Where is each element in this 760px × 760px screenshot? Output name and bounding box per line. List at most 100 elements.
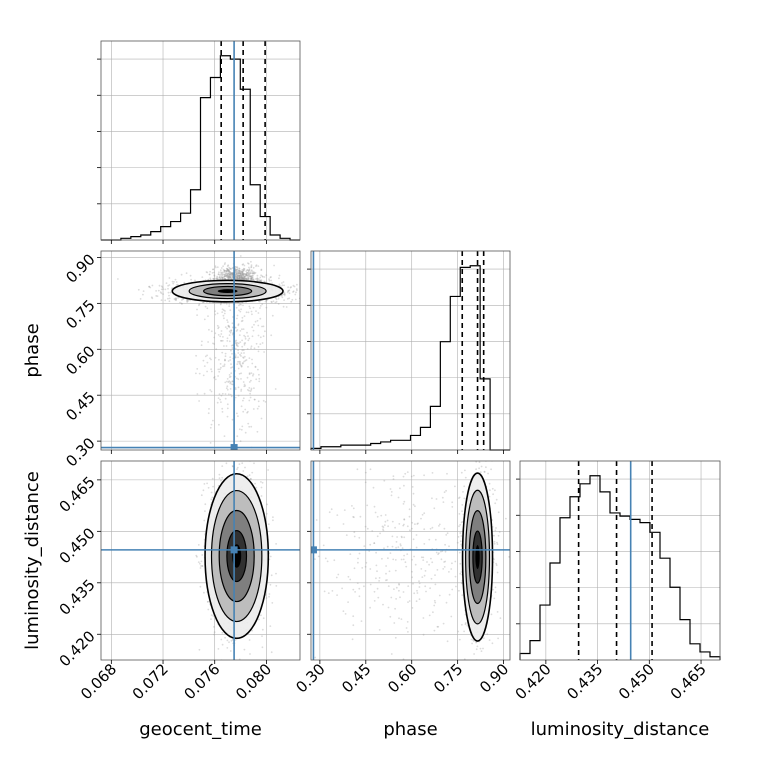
sample-point: [253, 387, 255, 389]
sample-point: [196, 393, 199, 395]
sample-point: [180, 302, 183, 305]
sample-point: [301, 291, 303, 293]
sample-point: [229, 359, 232, 361]
sample-point: [224, 636, 227, 639]
sample-point: [275, 298, 278, 301]
sample-point: [248, 272, 250, 275]
sample-point: [262, 617, 265, 620]
sample-point: [158, 284, 161, 287]
sample-point: [243, 268, 246, 270]
sample-point: [242, 274, 245, 276]
sample-point: [243, 277, 246, 280]
sample-point: [260, 268, 263, 271]
sample-point: [242, 470, 245, 472]
sample-point: [203, 365, 206, 367]
sample-point: [227, 674, 229, 676]
sample-point: [253, 347, 256, 350]
sample-point: [216, 278, 219, 281]
sample-point: [221, 392, 224, 395]
sample-point: [260, 614, 262, 617]
sample-point: [246, 269, 249, 271]
sample-point: [260, 279, 263, 281]
sample-point: [238, 277, 241, 280]
sample-point: [283, 294, 286, 297]
sample-point: [218, 276, 221, 279]
hist-step-luminosity_distance: [519, 475, 721, 660]
sample-point: [229, 274, 232, 277]
sample-point: [250, 275, 253, 278]
sample-point: [223, 270, 226, 272]
sample-point: [241, 269, 244, 271]
sample-point: [204, 305, 207, 308]
sample-point: [176, 283, 179, 286]
sample-point: [224, 397, 227, 400]
sample-point: [230, 274, 233, 277]
sample-point: [236, 314, 239, 317]
sample-point: [250, 347, 252, 350]
sample-point: [296, 289, 298, 292]
sample-point: [262, 335, 265, 338]
sample-point: [238, 270, 241, 272]
sample-point: [254, 366, 257, 368]
sample-point: [285, 306, 288, 308]
sample-point: [217, 397, 220, 399]
sample-point: [237, 324, 240, 327]
sample-point: [250, 260, 252, 263]
sample-point: [229, 267, 231, 270]
sample-point: [234, 271, 237, 273]
sample-point: [253, 462, 255, 465]
sample-point: [220, 271, 222, 273]
sample-point: [221, 274, 223, 276]
sample-point: [240, 276, 243, 278]
sample-point: [221, 339, 224, 342]
sample-point: [244, 342, 247, 344]
sample-point: [253, 398, 256, 401]
sample-point: [220, 333, 223, 335]
sample-point: [217, 648, 220, 650]
sample-point: [236, 343, 238, 346]
sample-point: [259, 336, 262, 339]
sample-point: [230, 639, 233, 642]
sample-point: [226, 380, 228, 383]
sample-point: [273, 264, 275, 267]
sample-point: [277, 303, 280, 305]
sample-point: [208, 328, 210, 331]
sample-point: [250, 345, 253, 348]
sample-point: [245, 274, 248, 277]
sample-point: [250, 425, 253, 428]
sample-point: [214, 313, 217, 316]
sample-point: [148, 285, 151, 288]
sample-point: [231, 272, 234, 274]
sample-point: [243, 278, 245, 281]
sample-point: [250, 264, 253, 267]
sample-point: [296, 283, 298, 286]
sample-point: [238, 272, 241, 275]
sample-point: [236, 317, 238, 320]
sample-point: [223, 365, 226, 367]
sample-point: [236, 278, 238, 281]
sample-point: [270, 276, 272, 278]
sample-point: [224, 326, 227, 328]
sample-point: [196, 368, 199, 370]
sample-point: [228, 330, 231, 333]
sample-point: [168, 300, 171, 303]
sample-point: [231, 465, 234, 468]
sample-point: [238, 277, 241, 279]
sample-point: [200, 344, 203, 347]
sample-point: [210, 423, 213, 426]
sample-point: [264, 330, 266, 333]
sample-point: [275, 572, 277, 575]
sample-point: [281, 296, 284, 299]
sample-point: [245, 359, 248, 361]
sample-point: [234, 326, 237, 329]
sample-point: [222, 336, 224, 338]
sample-point: [217, 273, 220, 276]
sample-point: [224, 359, 227, 362]
sample-point: [234, 388, 237, 391]
sample-point: [186, 301, 189, 303]
sample-point: [237, 270, 240, 272]
sample-point: [236, 272, 239, 274]
sample-point: [216, 278, 219, 280]
sample-point: [275, 300, 278, 303]
